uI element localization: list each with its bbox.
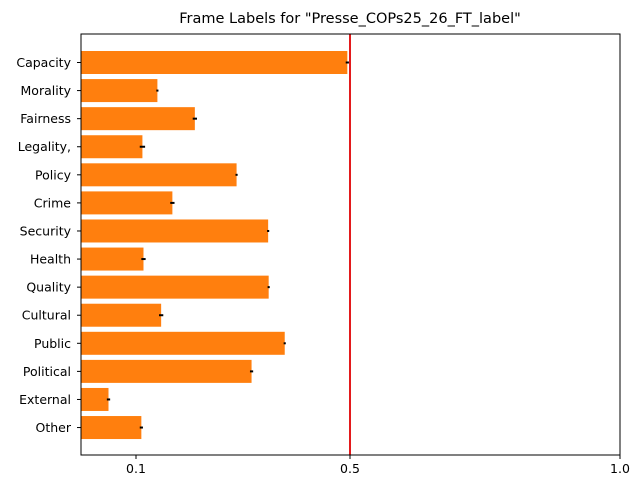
errorbars-layer (106, 61, 349, 429)
bar-5 (81, 191, 173, 215)
bar-3 (81, 135, 143, 159)
y-tick-label-0: Capacity (16, 55, 71, 70)
x-tick-label-2: 1.0 (610, 461, 630, 476)
bar-8 (81, 275, 269, 299)
y-tick-label-12: External (19, 392, 71, 407)
bars-layer (81, 51, 348, 440)
chart-title: Frame Labels for "Presse_COPs25_26_FT_la… (179, 11, 521, 27)
y-tick-label-2: Fairness (20, 111, 71, 126)
y-tick-label-4: Policy (35, 167, 72, 182)
bar-10 (81, 331, 285, 355)
y-tick-label-11: Political (23, 364, 71, 379)
bar-13 (81, 416, 142, 440)
bar-4 (81, 163, 237, 187)
x-axis: 0.1 0.5 1.0 (126, 455, 630, 476)
bar-2 (81, 107, 195, 131)
bar-0 (81, 51, 348, 74)
y-tick-label-6: Security (20, 223, 72, 238)
y-tick-label-9: Cultural (22, 308, 71, 323)
y-tick-label-13: Other (36, 420, 72, 435)
bar-12 (81, 387, 109, 411)
y-tick-label-8: Quality (26, 280, 71, 295)
y-tick-label-7: Health (30, 252, 71, 267)
bar-7 (81, 247, 144, 271)
y-tick-label-1: Morality (21, 83, 72, 98)
y-tick-label-3: Legality, (18, 139, 71, 154)
x-tick-label-0: 0.1 (126, 461, 146, 476)
bar-9 (81, 303, 162, 327)
bar-1 (81, 79, 158, 103)
y-tick-label-5: Crime (34, 195, 72, 210)
y-tick-label-10: Public (34, 336, 71, 351)
bar-6 (81, 219, 269, 243)
bar-11 (81, 359, 252, 383)
y-axis: Capacity Morality Fairness Legality, Policy C… (16, 55, 81, 435)
x-tick-label-1: 0.5 (340, 461, 360, 476)
